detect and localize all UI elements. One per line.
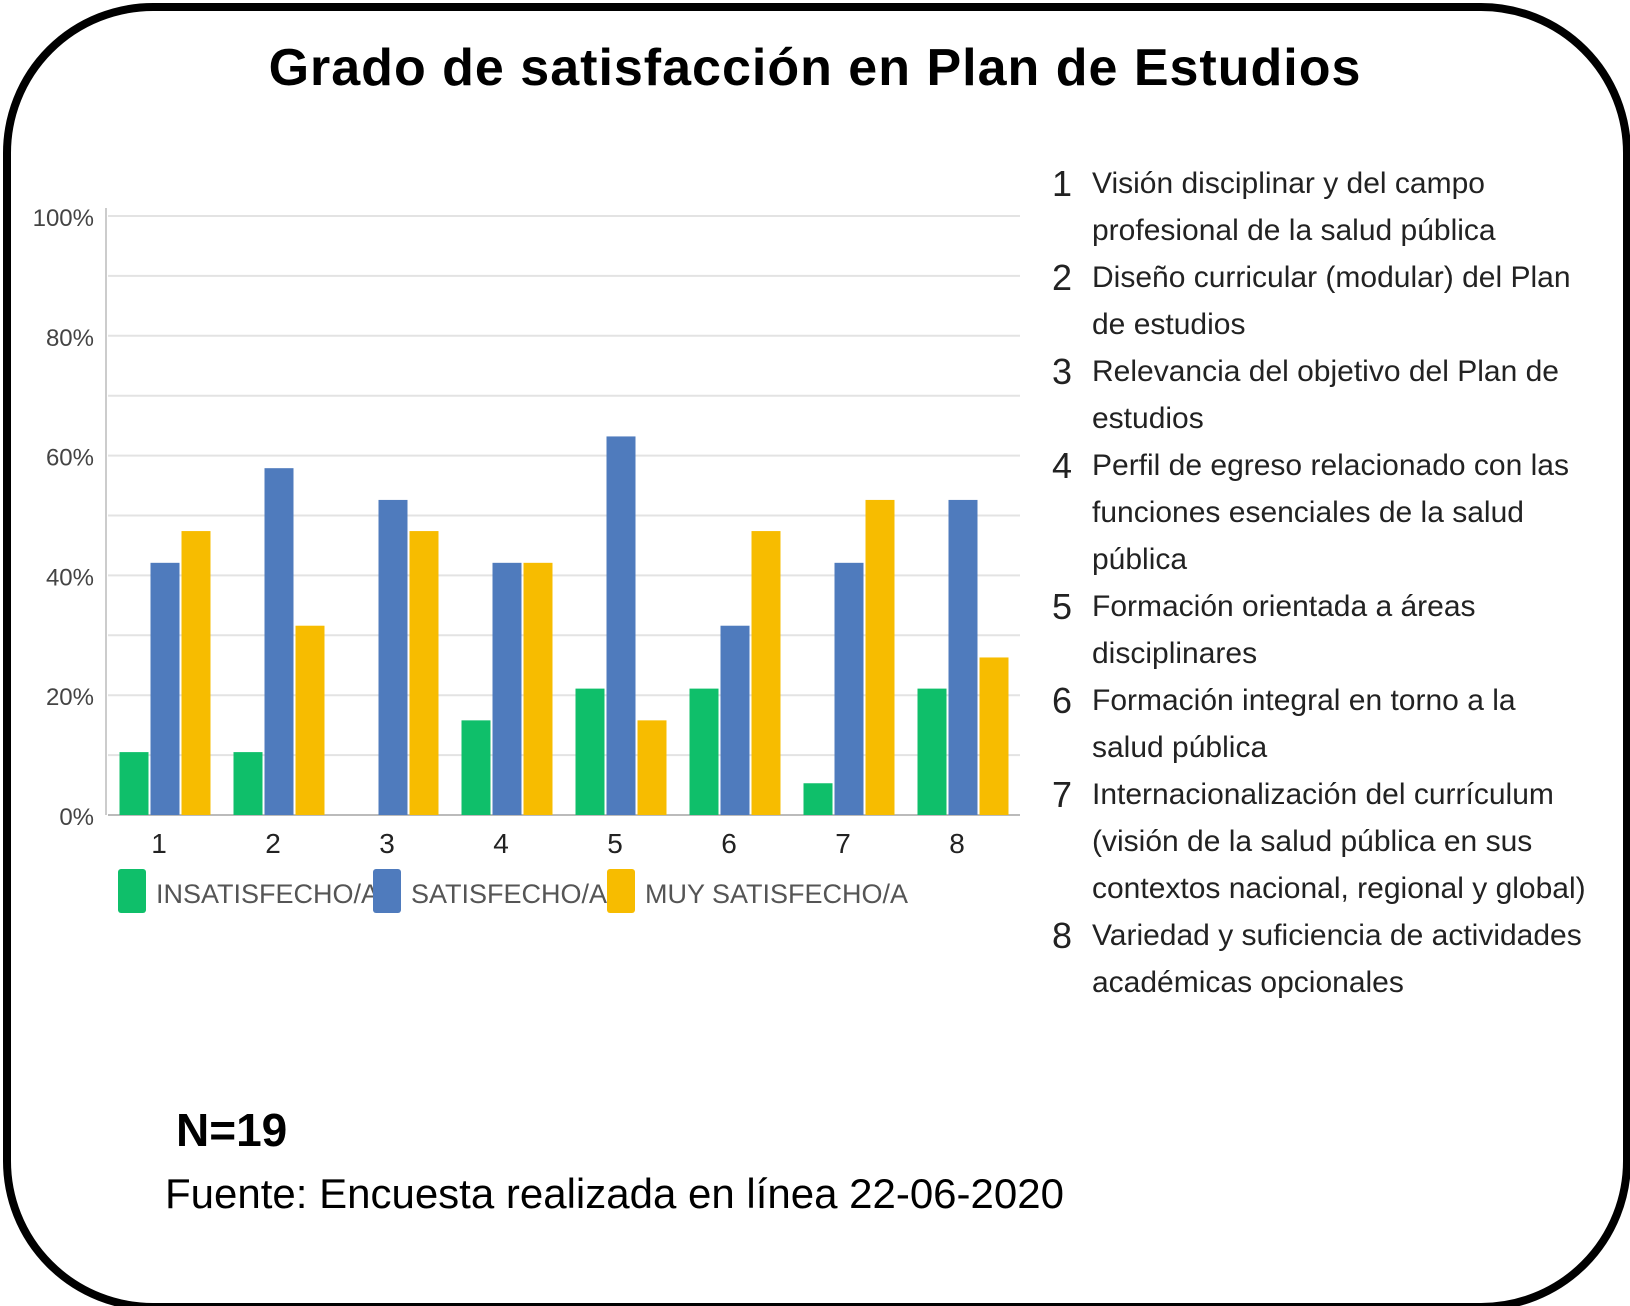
bar-satisfecho-a-4 bbox=[492, 562, 522, 815]
category-number: 1 bbox=[1052, 163, 1073, 204]
bar-muy-satisfecho-a-1 bbox=[181, 531, 211, 815]
x-tick-label: 6 bbox=[721, 828, 737, 859]
category-item: 4 Perfil de egreso relacionado con las fu… bbox=[1052, 442, 1592, 583]
category-text: Variedad y suficiencia de actividades ac… bbox=[1092, 919, 1582, 999]
x-tick-label: 2 bbox=[265, 828, 281, 859]
category-item: 3 Relevancia del objetivo del Plan de est… bbox=[1052, 348, 1592, 442]
bar-insatisfecho-a-6 bbox=[689, 688, 719, 815]
category-number: 7 bbox=[1052, 774, 1073, 815]
category-text: Visión disciplinar y del campo profesion… bbox=[1092, 167, 1496, 247]
y-tick-label: 100% bbox=[33, 205, 94, 232]
x-tick-label: 7 bbox=[835, 828, 851, 859]
rounded-border bbox=[3, 3, 1630, 1306]
legend-label: SATISFECHO/A bbox=[411, 879, 607, 909]
x-tick-label: 5 bbox=[607, 828, 623, 859]
category-text: Formación integral en torno a la salud p… bbox=[1092, 684, 1516, 764]
bar-muy-satisfecho-a-6 bbox=[751, 531, 781, 815]
category-item: 5 Formación orientada a áreas disciplinar… bbox=[1052, 583, 1592, 677]
category-item: 7 Internacionalización del currículum (vi… bbox=[1052, 771, 1592, 912]
category-item: 8 Variedad y suficiencia de actividades a… bbox=[1052, 912, 1592, 1006]
y-tick-label: 80% bbox=[46, 325, 94, 352]
y-tick-label: 60% bbox=[46, 445, 94, 472]
bar-insatisfecho-a-7 bbox=[803, 783, 833, 815]
y-tick-label: 0% bbox=[59, 804, 94, 831]
y-tick-label: 40% bbox=[46, 564, 94, 591]
bar-muy-satisfecho-a-5 bbox=[637, 720, 667, 815]
category-item: 1 Visión disciplinar y del campo profesio… bbox=[1052, 160, 1592, 254]
bar-insatisfecho-a-1 bbox=[119, 752, 149, 815]
bar-satisfecho-a-5 bbox=[606, 436, 636, 815]
bar-muy-satisfecho-a-4 bbox=[523, 562, 553, 815]
bar-insatisfecho-a-4 bbox=[461, 720, 491, 815]
category-legend-list: 1 Visión disciplinar y del campo profesio… bbox=[1052, 160, 1592, 1006]
bar-satisfecho-a-7 bbox=[834, 562, 864, 815]
bar-insatisfecho-a-2 bbox=[233, 752, 263, 815]
legend-label: INSATISFECHO/A bbox=[156, 879, 379, 909]
bar-muy-satisfecho-a-8 bbox=[979, 657, 1009, 815]
source-note: Fuente: Encuesta realizada en línea 22-0… bbox=[165, 1170, 1064, 1217]
bar-satisfecho-a-3 bbox=[378, 499, 408, 815]
legend-swatch bbox=[607, 869, 635, 913]
bar-muy-satisfecho-a-7 bbox=[865, 499, 895, 815]
legend-label: MUY SATISFECHO/A bbox=[645, 879, 908, 909]
category-text: Perfil de egreso relacionado con las fun… bbox=[1092, 449, 1569, 576]
category-number: 3 bbox=[1052, 351, 1073, 392]
bar-insatisfecho-a-5 bbox=[575, 688, 605, 815]
x-tick-label: 4 bbox=[493, 828, 509, 859]
sample-size: N=19 bbox=[176, 1104, 288, 1156]
bar-insatisfecho-a-8 bbox=[917, 688, 947, 815]
category-text: Formación orientada a áreas disciplinare… bbox=[1092, 590, 1476, 670]
legend-swatch bbox=[118, 869, 146, 913]
category-item: 6 Formación integral en torno a la salud … bbox=[1052, 677, 1592, 771]
chart-title: Grado de satisfacción en Plan de Estudio… bbox=[268, 39, 1362, 97]
bar-satisfecho-a-2 bbox=[264, 468, 294, 815]
bar-satisfecho-a-6 bbox=[720, 625, 750, 815]
legend-swatch bbox=[373, 869, 401, 913]
category-text: Internacionalización del currículum (vis… bbox=[1092, 778, 1586, 905]
x-tick-label: 1 bbox=[151, 828, 167, 859]
category-number: 2 bbox=[1052, 257, 1073, 298]
x-tick-label: 3 bbox=[379, 828, 395, 859]
bar-satisfecho-a-8 bbox=[948, 499, 978, 815]
category-number: 8 bbox=[1052, 915, 1073, 956]
category-item: 2 Diseño curricular (modular) del Plan de… bbox=[1052, 254, 1592, 348]
category-text: Relevancia del objetivo del Plan de estu… bbox=[1092, 355, 1559, 435]
category-number: 6 bbox=[1052, 680, 1073, 721]
bar-satisfecho-a-1 bbox=[150, 562, 180, 815]
category-number: 4 bbox=[1052, 445, 1073, 486]
x-tick-label: 8 bbox=[949, 828, 965, 859]
category-text: Diseño curricular (modular) del Plan de … bbox=[1092, 261, 1571, 341]
category-number: 5 bbox=[1052, 586, 1073, 627]
y-tick-label: 20% bbox=[46, 684, 94, 711]
bar-muy-satisfecho-a-3 bbox=[409, 531, 439, 815]
bar-muy-satisfecho-a-2 bbox=[295, 625, 325, 815]
